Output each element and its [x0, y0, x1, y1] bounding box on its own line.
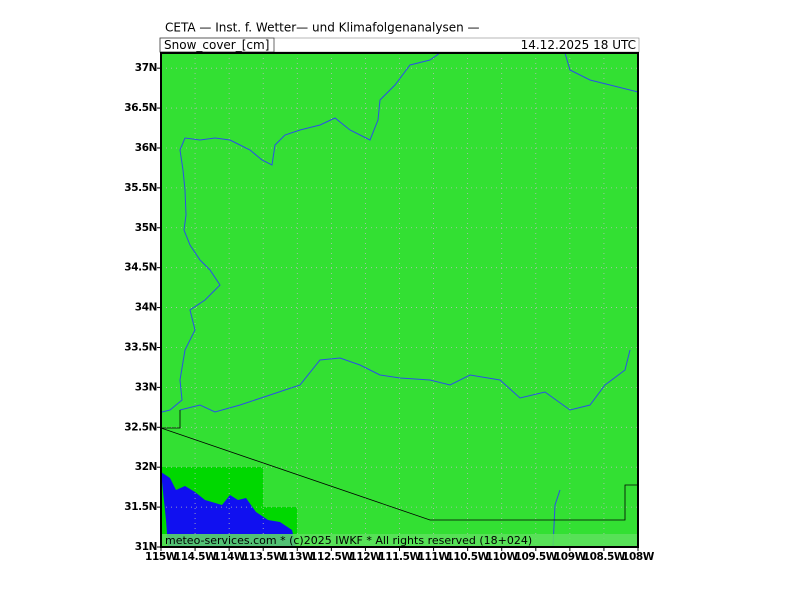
- lon-tick-label: 113W: [281, 551, 314, 563]
- lat-tick-label: 36.5N: [124, 102, 157, 114]
- lat-tick-label: 32.5N: [124, 421, 157, 433]
- lat-tick-label: 32N: [135, 461, 157, 473]
- lon-tick-label: 111.5W: [378, 551, 421, 563]
- lon-tick-label: 113.5W: [242, 551, 285, 563]
- valid-time: 14.12.2025 18 UTC: [521, 38, 636, 52]
- lon-tick-label: 110W: [486, 551, 519, 563]
- lat-tick-label: 35.5N: [124, 182, 157, 194]
- lat-tick-label: 31.5N: [124, 501, 157, 513]
- river: [161, 52, 441, 413]
- lat-tick-label: 34.5N: [124, 262, 157, 274]
- lon-tick-label: 111W: [418, 551, 451, 563]
- lat-tick-label: 35N: [135, 222, 157, 234]
- lon-tick-label: 112.5W: [310, 551, 353, 563]
- snow-field: [161, 53, 638, 547]
- river: [179, 349, 631, 413]
- river: [552, 489, 561, 548]
- lat-tick-label: 33.5N: [124, 341, 157, 353]
- lat-tick-label: 34N: [135, 302, 157, 314]
- state-border: [160, 410, 638, 521]
- lat-tick-label: 33N: [135, 381, 157, 393]
- title: CETA — Inst. f. Wetter— und Klimafolgena…: [165, 21, 480, 35]
- lon-tick-label: 110.5W: [446, 551, 489, 563]
- lon-tick-label: 109.5W: [515, 551, 558, 563]
- lon-tick-label: 108.5W: [583, 551, 626, 563]
- footer-bar: [161, 534, 638, 547]
- lon-tick-label: 114W: [213, 551, 246, 563]
- lon-tick-label: 115W: [145, 551, 178, 563]
- lat-tick-label: 37N: [135, 62, 157, 74]
- river: [564, 52, 639, 93]
- lon-tick-label: 108W: [622, 551, 655, 563]
- lat-tick-label: 31N: [135, 541, 157, 553]
- footer: meteo-services.com * (c)2025 IWKF * All …: [165, 534, 532, 547]
- lon-tick-label: 112W: [349, 551, 382, 563]
- lat-tick-label: 36N: [135, 142, 157, 154]
- lon-tick-label: 109W: [554, 551, 587, 563]
- lon-tick-label: 114.5W: [174, 551, 217, 563]
- field-name: Snow_cover_[cm]: [164, 38, 269, 52]
